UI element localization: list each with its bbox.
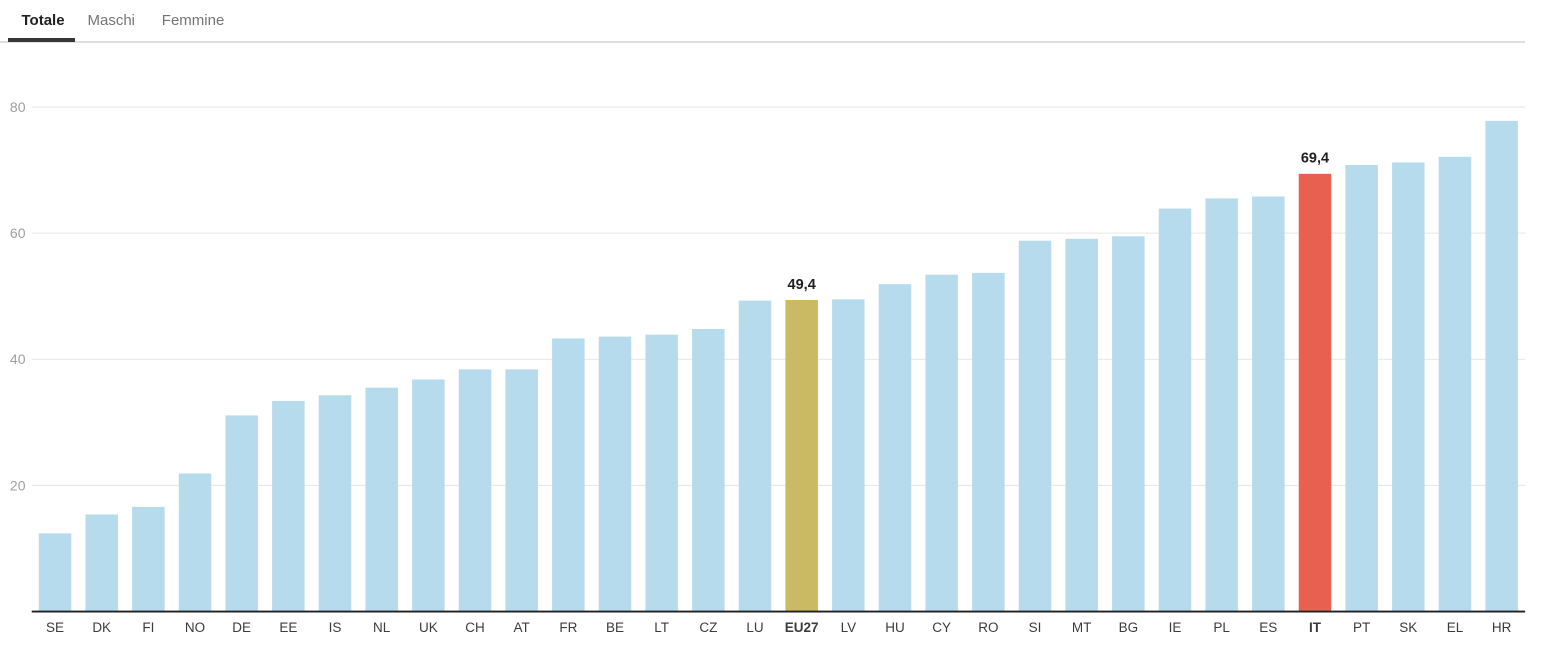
- svg-text:CH: CH: [465, 620, 485, 635]
- svg-text:IE: IE: [1169, 620, 1182, 635]
- svg-text:69,4: 69,4: [1301, 151, 1329, 167]
- svg-text:FI: FI: [142, 620, 154, 635]
- svg-text:SI: SI: [1029, 620, 1042, 635]
- svg-text:HU: HU: [885, 620, 905, 635]
- svg-text:20: 20: [10, 477, 26, 493]
- svg-text:CZ: CZ: [699, 620, 717, 635]
- svg-text:UK: UK: [419, 620, 438, 635]
- svg-text:NL: NL: [373, 620, 391, 635]
- svg-text:NO: NO: [185, 620, 205, 635]
- svg-text:CY: CY: [932, 620, 951, 635]
- svg-text:LU: LU: [746, 620, 763, 635]
- svg-text:49,4: 49,4: [788, 277, 816, 293]
- svg-text:MT: MT: [1072, 620, 1092, 635]
- svg-text:60: 60: [10, 225, 26, 241]
- svg-text:40: 40: [10, 351, 26, 367]
- svg-text:EL: EL: [1447, 620, 1464, 635]
- svg-text:PT: PT: [1353, 620, 1370, 635]
- svg-text:FR: FR: [559, 620, 577, 635]
- svg-text:PL: PL: [1213, 620, 1230, 635]
- svg-text:ES: ES: [1259, 620, 1277, 635]
- svg-text:EU27: EU27: [785, 620, 819, 635]
- svg-text:BG: BG: [1119, 620, 1139, 635]
- svg-text:IT: IT: [1309, 620, 1322, 635]
- svg-text:LT: LT: [654, 620, 669, 635]
- svg-text:LV: LV: [841, 620, 857, 635]
- svg-text:BE: BE: [606, 620, 624, 635]
- svg-text:AT: AT: [514, 620, 530, 635]
- svg-text:HR: HR: [1492, 620, 1512, 635]
- svg-text:80: 80: [10, 99, 26, 115]
- svg-text:EE: EE: [279, 620, 297, 635]
- svg-text:SE: SE: [46, 620, 64, 635]
- svg-text:DE: DE: [232, 620, 251, 635]
- svg-text:IS: IS: [329, 620, 342, 635]
- svg-text:DK: DK: [92, 620, 111, 635]
- svg-text:SK: SK: [1399, 620, 1417, 635]
- svg-text:RO: RO: [978, 620, 998, 635]
